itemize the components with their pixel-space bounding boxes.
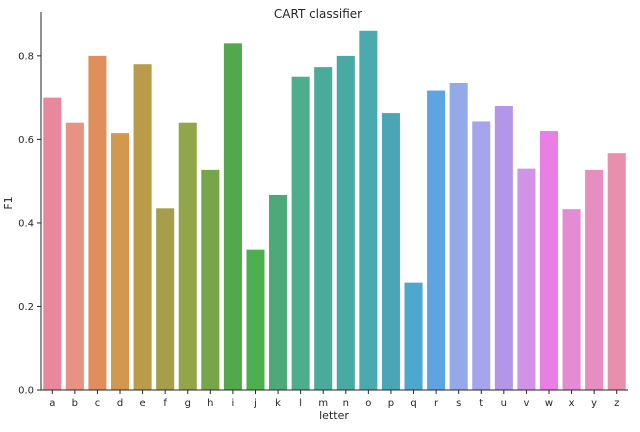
x-tick-label: r [434,398,439,409]
bar-q [404,282,423,390]
x-tick-label: w [545,398,553,409]
x-tick-label: g [185,398,191,409]
y-tick-label: 0.2 [18,302,34,313]
y-axis: 0.0 0.2 0.4 0.6 0.8 [18,12,42,397]
x-tick-label: l [299,398,302,409]
x-tick-label: z [614,398,619,409]
y-tick-label: 0.6 [18,135,34,146]
bar-i [223,43,242,390]
x-tick-label: b [72,398,78,409]
x-tick-label: v [523,398,529,409]
y-axis-label: F1 [2,196,15,209]
x-tick-label: k [275,398,281,409]
bar-h [201,169,220,390]
bar-p [381,113,400,390]
x-tick-label: c [95,398,101,409]
bar-t [472,121,491,391]
x-tick-label: j [253,398,257,409]
bar-k [269,194,288,390]
x-tick-label: f [163,398,167,409]
x-tick-label: e [140,398,146,409]
bar-e [133,64,152,391]
x-tick-label: m [318,398,328,409]
bar-u [494,105,513,390]
x-tick-label: q [410,398,416,409]
x-tick-label: n [343,398,349,409]
bar-j [246,249,265,390]
y-tick-label: 0.4 [18,218,34,229]
chart-title: CART classifier [274,7,362,21]
bar-w [539,131,559,391]
bar-f [156,208,175,390]
bar-g [178,122,197,390]
x-tick-label: d [117,398,123,409]
x-tick-label: y [591,398,597,409]
bar-o [359,30,378,391]
x-tick-label: x [569,398,575,409]
bar-r [427,90,446,391]
bar-x [562,209,581,390]
x-tick-label: p [388,398,394,409]
bar-v [517,168,536,390]
y-tick-label: 0.0 [18,386,34,397]
bar-y [585,169,604,390]
bar-z [607,153,626,390]
y-tick-label: 0.8 [18,51,34,62]
bar-m [314,67,333,390]
x-tick-label: u [501,398,507,409]
x-tick-label: i [232,398,235,409]
bar-c [88,55,107,391]
x-tick-label: h [207,398,213,409]
x-axis-label: letter [319,409,349,422]
bar-l [291,76,310,391]
bar-s [449,83,468,390]
bars-group [43,30,626,391]
bar-d [110,133,130,390]
x-tick-label: t [479,398,483,409]
x-tick-label: o [365,398,371,409]
bar-a [43,97,62,391]
x-axis: a b c d e f g h i j k l m n o p q r s t u v w x y z [41,389,628,409]
x-tick-label: s [456,398,461,409]
bar-b [65,122,84,390]
bar-n [336,55,355,391]
x-tick-label: a [49,398,55,409]
